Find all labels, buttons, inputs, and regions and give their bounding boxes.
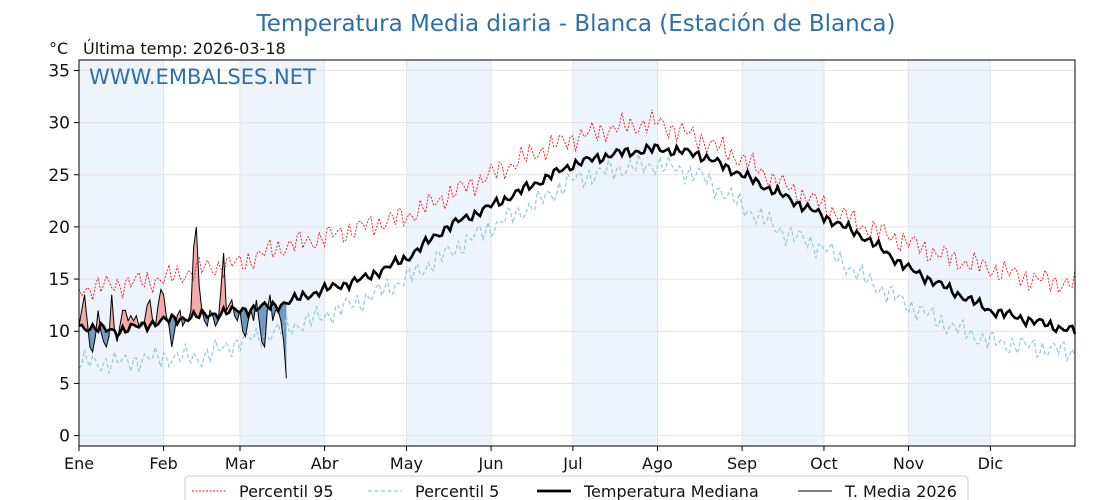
x-tick-label: Abr: [311, 454, 339, 473]
watermark-text: WWW.EMBALSES.NET: [89, 65, 316, 89]
anomaly-fill-below: [242, 308, 246, 337]
y-tick-label: 20: [48, 218, 70, 238]
month-shade-band: [908, 60, 991, 446]
x-tick-label: Nov: [893, 454, 924, 473]
series-line-percentil-95: [78, 109, 1076, 300]
anomaly-fill-above: [147, 299, 150, 331]
x-tick-label: Jun: [478, 454, 504, 473]
legend-label: T. Media 2026: [844, 482, 957, 500]
anomaly-fill-above: [81, 294, 85, 329]
chart-title: Temperatura Media diaria - Blanca (Estac…: [256, 11, 896, 37]
x-tick-label: Jul: [562, 454, 582, 473]
y-tick-label: 0: [59, 427, 70, 447]
series-line-percentil-5: [78, 153, 1076, 376]
y-tick-label: 5: [59, 374, 70, 394]
x-tick-label: Sep: [727, 454, 757, 473]
y-axis-unit: °C: [49, 39, 68, 58]
legend-label: Percentil 5: [415, 482, 499, 500]
legend-item-p5: Percentil 5: [368, 482, 499, 500]
plot-frame: [78, 59, 1076, 447]
x-tick-label: Feb: [149, 454, 177, 473]
series-line-t-media-2026: [78, 226, 287, 379]
legend-label: Percentil 95: [239, 482, 334, 500]
x-tick-label: Mar: [225, 454, 256, 473]
x-tick-label: Dic: [978, 454, 1004, 473]
month-shade-band: [79, 60, 164, 446]
y-tick-label: 35: [48, 61, 70, 81]
anomaly-fill-above: [158, 289, 161, 325]
month-shade-band: [406, 60, 492, 446]
anomaly-fill-below: [171, 314, 175, 347]
legend-item-current: T. Media 2026: [798, 482, 957, 500]
anomaly-fill-below: [259, 305, 262, 342]
x-tick-label: Ene: [64, 454, 94, 473]
last-temp-label: Última temp: 2026-03-18: [83, 39, 286, 58]
anomaly-fill-below: [100, 323, 104, 342]
y-tick-label: 15: [48, 270, 70, 290]
y-tick-label: 10: [48, 322, 70, 342]
y-tick-label: 30: [48, 114, 70, 134]
month-shade-band: [742, 60, 824, 446]
chart-legend: Percentil 95 Percentil 5 Temperatura Media…: [184, 475, 969, 500]
month-shade-band: [239, 60, 325, 446]
anomaly-fill-above: [160, 289, 164, 320]
anomaly-fill-below: [92, 324, 96, 353]
anomaly-fill-above: [193, 226, 197, 317]
legend-item-p95: Percentil 95: [192, 482, 334, 500]
month-shade-band: [572, 60, 658, 446]
x-tick-label: Oct: [810, 454, 838, 473]
legend-label: Temperatura Mediana: [583, 482, 759, 500]
legend-item-median: Temperatura Mediana: [537, 482, 759, 500]
x-tick-label: Ago: [642, 454, 673, 473]
x-tick-label: May: [390, 454, 423, 473]
legend-box: [184, 475, 969, 500]
series-line-temperatura-mediana: [78, 142, 1077, 339]
anomaly-fill-above: [125, 310, 129, 333]
y-tick-label: 25: [48, 166, 70, 186]
anomaly-fill-below: [89, 324, 93, 353]
anomaly-fill-below: [261, 302, 265, 347]
anomaly-fill-below: [280, 302, 284, 342]
